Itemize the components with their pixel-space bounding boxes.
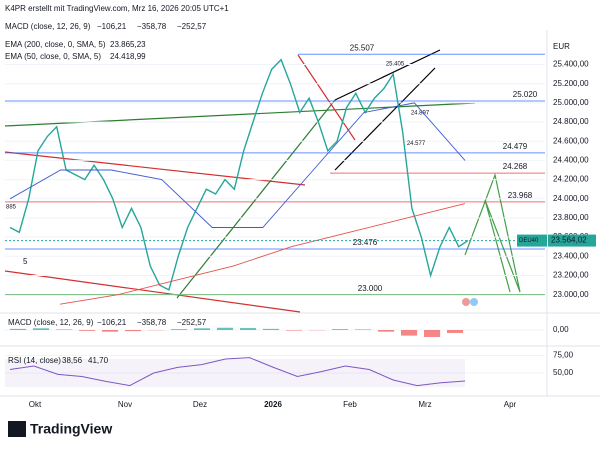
- y-tick-label: 24.000,00: [553, 194, 589, 203]
- brand: TradingView: [30, 421, 112, 437]
- x-tick-label: 2026: [264, 400, 282, 409]
- x-tick-label: Okt: [29, 400, 42, 409]
- histogram-bar: [79, 330, 96, 331]
- histogram-bar: [33, 328, 50, 330]
- channel-line: [334, 49, 441, 101]
- histogram-bar: [447, 330, 464, 333]
- price-tag: [517, 234, 547, 247]
- event-icon: [462, 298, 470, 306]
- histogram-bar: [424, 330, 441, 337]
- x-tick-label: Nov: [118, 400, 132, 409]
- histogram-bar: [263, 328, 280, 330]
- indicator-line: [9, 102, 466, 228]
- legend-name: EMA (50, close, 0, SMA, 5): [5, 52, 101, 61]
- legend-value: 23.865,23: [110, 40, 146, 49]
- trend-line: [297, 54, 356, 141]
- histogram-bar: [332, 329, 349, 330]
- annotation: 25.405: [386, 62, 405, 68]
- level-label: 23.476: [353, 238, 378, 247]
- price-line: [9, 58, 469, 291]
- rsi-line: [9, 357, 466, 387]
- panel-value: −252,57: [177, 318, 207, 327]
- y-tick-label: 25.400,00: [553, 60, 589, 69]
- level-label: 25.020: [513, 90, 538, 99]
- price-tag-label: 23.564,02: [551, 236, 587, 245]
- x-tick-label: Feb: [343, 400, 357, 409]
- histogram-bar: [378, 330, 395, 332]
- legend-value: 24.418,99: [110, 52, 146, 61]
- histogram-bar: [240, 328, 257, 330]
- annotation: 24.577: [407, 141, 426, 147]
- legend-value: −358,78: [137, 22, 167, 31]
- x-tick-label: Dez: [193, 400, 207, 409]
- y-tick-label: 24.200,00: [553, 175, 589, 184]
- histogram-bar: [401, 330, 418, 336]
- histogram-bar: [125, 330, 142, 332]
- price-tag: [548, 234, 596, 247]
- logo-mark: [8, 421, 26, 437]
- level-label: 24.479: [503, 142, 528, 151]
- y-tick-label: 24.800,00: [553, 117, 589, 126]
- edge-label: 885: [6, 205, 17, 211]
- panel-value: −106,21: [97, 318, 127, 327]
- panel-value: −358,78: [137, 318, 167, 327]
- histogram-bar: [355, 329, 372, 330]
- annotation: 24.897: [411, 110, 430, 116]
- y-tick-label: 23.400,00: [553, 251, 589, 260]
- panel-title: MACD (close, 12, 26, 9): [8, 318, 94, 327]
- panel-value: 38,56: [62, 356, 83, 365]
- panel-title: RSI (14, close): [8, 356, 61, 365]
- histogram-bar: [102, 330, 119, 332]
- edge-label: 5: [23, 257, 28, 266]
- trend-line: [4, 270, 301, 313]
- level-label: 24.268: [503, 162, 528, 171]
- y-tick-label: 23.000,00: [553, 290, 589, 299]
- legend-name: EMA (200, close, 0, SMA, 5): [5, 40, 106, 49]
- y-tick-label: 23.800,00: [553, 213, 589, 222]
- rsi-band: [5, 359, 465, 387]
- header-title: K4PR erstellt mit TradingView.com, Mrz 1…: [5, 4, 229, 13]
- indicator-line: [59, 203, 466, 305]
- legend-name: MACD (close, 12, 26, 9): [5, 22, 91, 31]
- y-tick-label: 50,00: [553, 368, 574, 377]
- y-tick-label: 24.400,00: [553, 156, 589, 165]
- histogram-bar: [10, 328, 27, 330]
- histogram-bar: [56, 329, 73, 330]
- y-tick-label: 25.000,00: [553, 98, 589, 107]
- histogram-bar: [217, 327, 234, 330]
- histogram-bar: [194, 328, 211, 330]
- legend-value: −106,21: [97, 22, 127, 31]
- level-label: 23.000: [358, 284, 383, 293]
- x-tick-label: Mrz: [418, 400, 431, 409]
- histogram-bar: [286, 330, 303, 331]
- y-tick-label: 0,00: [553, 325, 569, 334]
- level-label: 23.968: [508, 191, 533, 200]
- histogram-bar: [171, 329, 188, 330]
- event-icon: [470, 298, 478, 306]
- y-tick-label: 24.600,00: [553, 136, 589, 145]
- panel-value: 41,70: [88, 356, 109, 365]
- legend-value: −252,57: [177, 22, 207, 31]
- y-tick-label: 23.200,00: [553, 271, 589, 280]
- price-tag-name: DEU40: [519, 238, 539, 244]
- y-tick-label: 25.200,00: [553, 79, 589, 88]
- currency-label: EUR: [553, 42, 570, 51]
- y-tick-label: 75,00: [553, 351, 574, 360]
- x-tick-label: Apr: [504, 400, 517, 409]
- level-label: 25.507: [350, 43, 375, 52]
